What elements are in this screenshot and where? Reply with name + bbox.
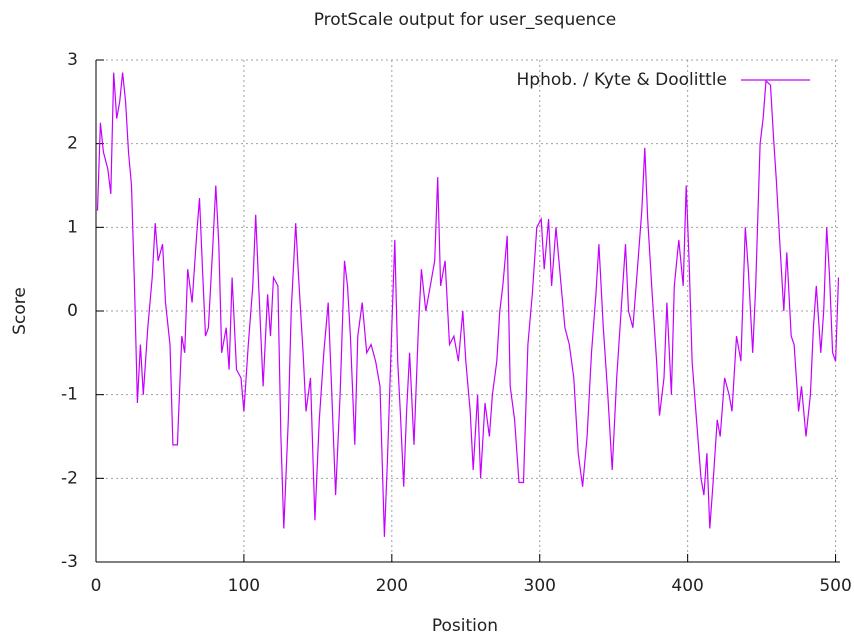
x-tick-label: 400 (671, 576, 703, 596)
y-tick-label: 3 (67, 50, 78, 70)
y-tick-label: 2 (67, 134, 78, 154)
y-axis-label: Score (10, 287, 30, 335)
series-line (96, 72, 840, 537)
x-tick-label: 300 (524, 576, 556, 596)
y-tick-label: -2 (61, 468, 78, 488)
y-tick-label: 1 (67, 217, 78, 237)
x-tick-label: 500 (819, 576, 851, 596)
x-axis-label: Position (432, 616, 498, 636)
x-tick-label: 200 (376, 576, 408, 596)
chart-title: ProtScale output for user_sequence (314, 10, 617, 30)
legend-label: Hphob. / Kyte & Doolittle (517, 70, 728, 90)
x-tick-label: 100 (228, 576, 260, 596)
x-tick-label: 0 (91, 576, 102, 596)
y-tick-label: 0 (67, 301, 78, 321)
y-tick-label: -3 (61, 552, 78, 572)
y-tick-label: -1 (61, 385, 78, 405)
